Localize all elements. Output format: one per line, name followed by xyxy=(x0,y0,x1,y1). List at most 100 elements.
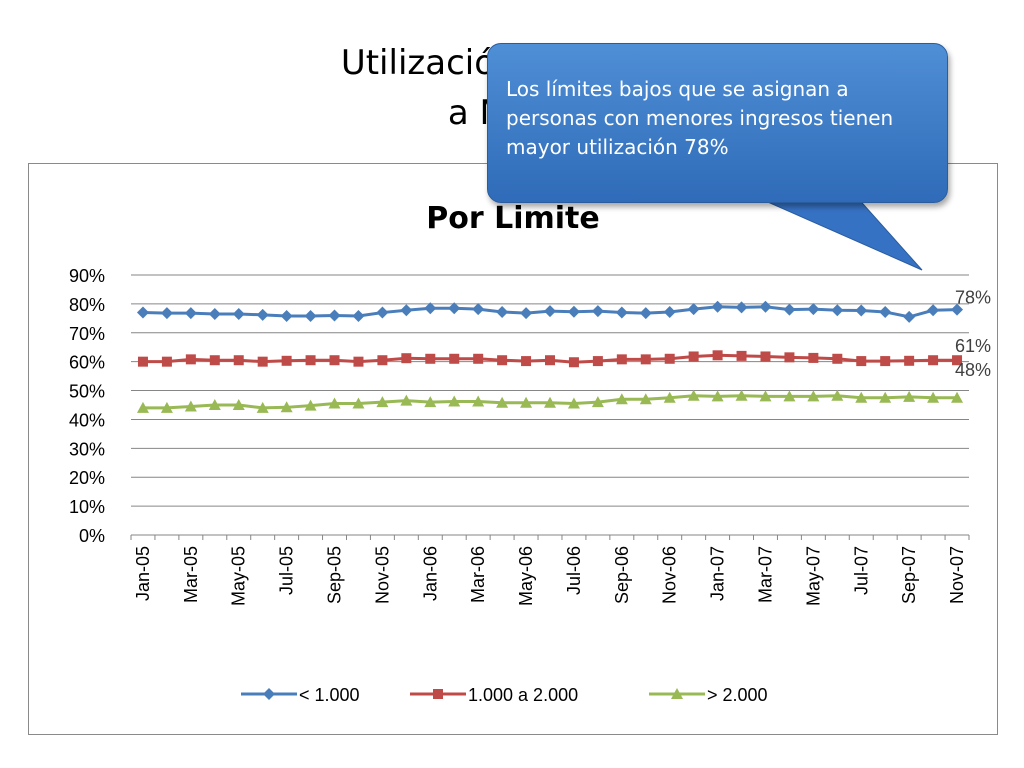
data-point xyxy=(927,391,940,403)
data-point xyxy=(616,354,627,365)
y-tick-label: 90% xyxy=(69,266,105,286)
data-point xyxy=(256,401,269,413)
data-point xyxy=(136,401,149,413)
x-tick-label: Jul-05 xyxy=(277,546,297,595)
x-tick-label: Sep-05 xyxy=(325,546,345,604)
y-tick-label: 70% xyxy=(69,324,105,344)
data-point xyxy=(951,391,964,403)
legend-label: > 2.000 xyxy=(707,685,768,705)
data-point xyxy=(904,355,915,366)
data-point xyxy=(232,399,245,410)
data-point xyxy=(425,353,436,364)
data-point xyxy=(879,305,892,318)
x-tick-label: Nov-06 xyxy=(660,546,680,604)
data-point xyxy=(328,397,341,409)
x-tick-label: Mar-05 xyxy=(181,546,201,603)
data-point xyxy=(688,351,699,362)
data-point xyxy=(352,310,365,323)
data-point xyxy=(497,355,508,366)
data-point xyxy=(328,309,341,322)
chart-frame: Por Limite 0% 10% 20% 30% 40% 50% 60% 70% 80% 90% J… xyxy=(28,163,998,735)
data-point xyxy=(544,305,556,318)
callout-box xyxy=(487,43,948,203)
data-point xyxy=(472,395,485,407)
data-point xyxy=(208,308,221,320)
data-point xyxy=(280,401,293,413)
data-point xyxy=(591,305,604,318)
data-point xyxy=(137,356,148,367)
x-tick-label: Sep-07 xyxy=(899,546,919,604)
y-tick-label: 0% xyxy=(79,526,105,546)
data-point xyxy=(759,390,772,402)
legend-label: < 1.000 xyxy=(299,685,360,705)
y-tick-label: 60% xyxy=(69,353,105,373)
data-point xyxy=(784,352,795,363)
data-point xyxy=(615,393,628,405)
data-point xyxy=(400,394,413,406)
callout-text: Los límites bajos que se asignan a perso… xyxy=(506,77,894,159)
data-point xyxy=(640,354,651,365)
y-tick-label: 20% xyxy=(69,468,105,488)
data-point xyxy=(233,355,244,366)
legend-marker xyxy=(671,688,683,699)
data-point xyxy=(184,400,197,412)
data-point xyxy=(329,355,340,366)
x-tick-label: Mar-06 xyxy=(468,546,488,603)
legend-marker xyxy=(433,689,443,699)
data-point xyxy=(831,389,844,401)
data-point xyxy=(376,396,389,408)
data-point xyxy=(639,393,652,405)
data-point xyxy=(615,306,628,319)
data-point xyxy=(160,307,173,320)
data-point xyxy=(352,397,365,409)
data-point xyxy=(880,356,891,367)
data-point xyxy=(257,356,268,367)
data-point xyxy=(376,306,389,319)
x-tick-label: Jan-06 xyxy=(420,546,440,601)
x-tick-label: Nov-07 xyxy=(947,546,967,604)
data-point xyxy=(305,355,316,366)
y-tick-label: 40% xyxy=(69,410,105,430)
data-point xyxy=(521,356,532,367)
data-point xyxy=(951,303,964,316)
chart-title: Por Limite xyxy=(426,201,599,236)
data-point xyxy=(280,310,293,323)
data-point xyxy=(281,355,292,366)
data-point xyxy=(903,390,916,402)
data-point xyxy=(759,300,772,313)
data-point xyxy=(783,390,796,402)
data-point xyxy=(424,396,437,408)
data-point xyxy=(209,355,220,366)
x-tick-label: May-05 xyxy=(229,546,249,606)
data-label: 48% xyxy=(955,360,991,380)
x-tick-label: May-07 xyxy=(803,546,823,606)
data-point xyxy=(232,308,245,320)
data-point xyxy=(783,303,796,316)
y-tick-label: 10% xyxy=(69,497,105,517)
data-point xyxy=(136,306,149,319)
data-point xyxy=(903,310,916,323)
data-point xyxy=(545,355,555,366)
data-point xyxy=(449,353,460,364)
data-point xyxy=(664,353,675,364)
x-tick-label: May-06 xyxy=(516,546,536,606)
data-point xyxy=(496,305,509,318)
data-point xyxy=(663,391,676,403)
data-label: 61% xyxy=(955,336,991,356)
data-point xyxy=(663,305,676,318)
x-tick-label: Mar-07 xyxy=(755,546,775,603)
data-point xyxy=(831,304,844,317)
x-tick-label: Jan-05 xyxy=(133,546,153,601)
data-point xyxy=(855,304,868,317)
data-point xyxy=(567,305,580,318)
data-point xyxy=(760,351,771,362)
data-point xyxy=(832,353,843,364)
data-point xyxy=(879,391,892,403)
data-point xyxy=(184,307,197,320)
data-point xyxy=(472,303,485,316)
x-tick-label: Sep-06 xyxy=(612,546,632,604)
data-point xyxy=(687,303,700,316)
data-point xyxy=(928,355,939,366)
data-point xyxy=(185,354,196,365)
data-point xyxy=(304,310,317,323)
